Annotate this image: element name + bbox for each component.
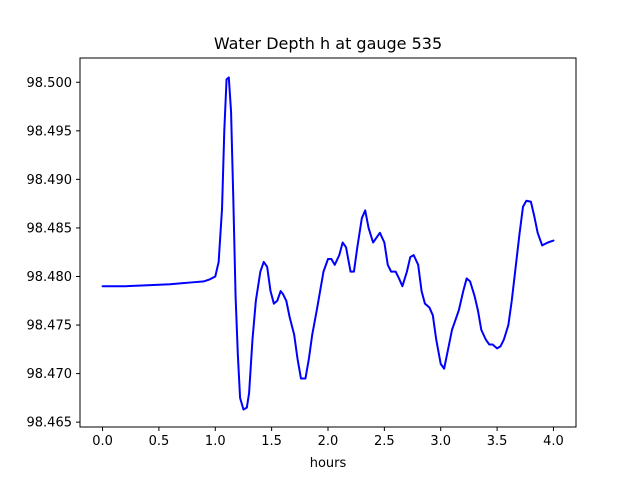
y-tick-label: 98.475 xyxy=(27,319,73,334)
x-tick-label: 3.5 xyxy=(487,434,508,449)
series-line-0 xyxy=(101,76,555,411)
y-tick-label: 98.465 xyxy=(27,416,73,431)
chart-title: Water Depth h at gauge 535 xyxy=(214,34,442,53)
x-tick-label: 1.0 xyxy=(205,434,226,449)
y-tick-label: 98.490 xyxy=(27,173,73,188)
y-tick-label: 98.470 xyxy=(27,367,73,382)
x-tick-label: 0.5 xyxy=(149,434,170,449)
plot-area: 0.0 0.5 1.0 1.5 2.0 2.5 3.0 3.5 4.0 98.465 98.470 9… xyxy=(27,57,577,449)
y-tick-label: 98.480 xyxy=(27,270,73,285)
x-tick-label: 0.0 xyxy=(92,434,113,449)
y-tick-label: 98.485 xyxy=(27,221,73,236)
x-axis-label: hours xyxy=(310,456,347,471)
x-tick-label: 2.5 xyxy=(374,434,395,449)
y-tick-label: 98.495 xyxy=(27,124,73,139)
x-tick-label: 2.0 xyxy=(318,434,339,449)
x-tick-label: 1.5 xyxy=(261,434,282,449)
x-tick-label: 4.0 xyxy=(543,434,564,449)
y-tick-label: 98.500 xyxy=(27,76,73,91)
x-tick-label: 3.0 xyxy=(430,434,451,449)
